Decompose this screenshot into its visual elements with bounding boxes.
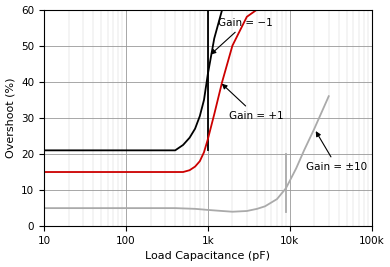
Text: Gain = +1: Gain = +1 [223, 84, 283, 121]
Y-axis label: Overshoot (%): Overshoot (%) [5, 78, 16, 158]
X-axis label: Load Capacitance (pF): Load Capacitance (pF) [145, 252, 270, 261]
Text: Gain = −1: Gain = −1 [211, 18, 273, 54]
Text: Gain = ±10: Gain = ±10 [307, 132, 367, 172]
